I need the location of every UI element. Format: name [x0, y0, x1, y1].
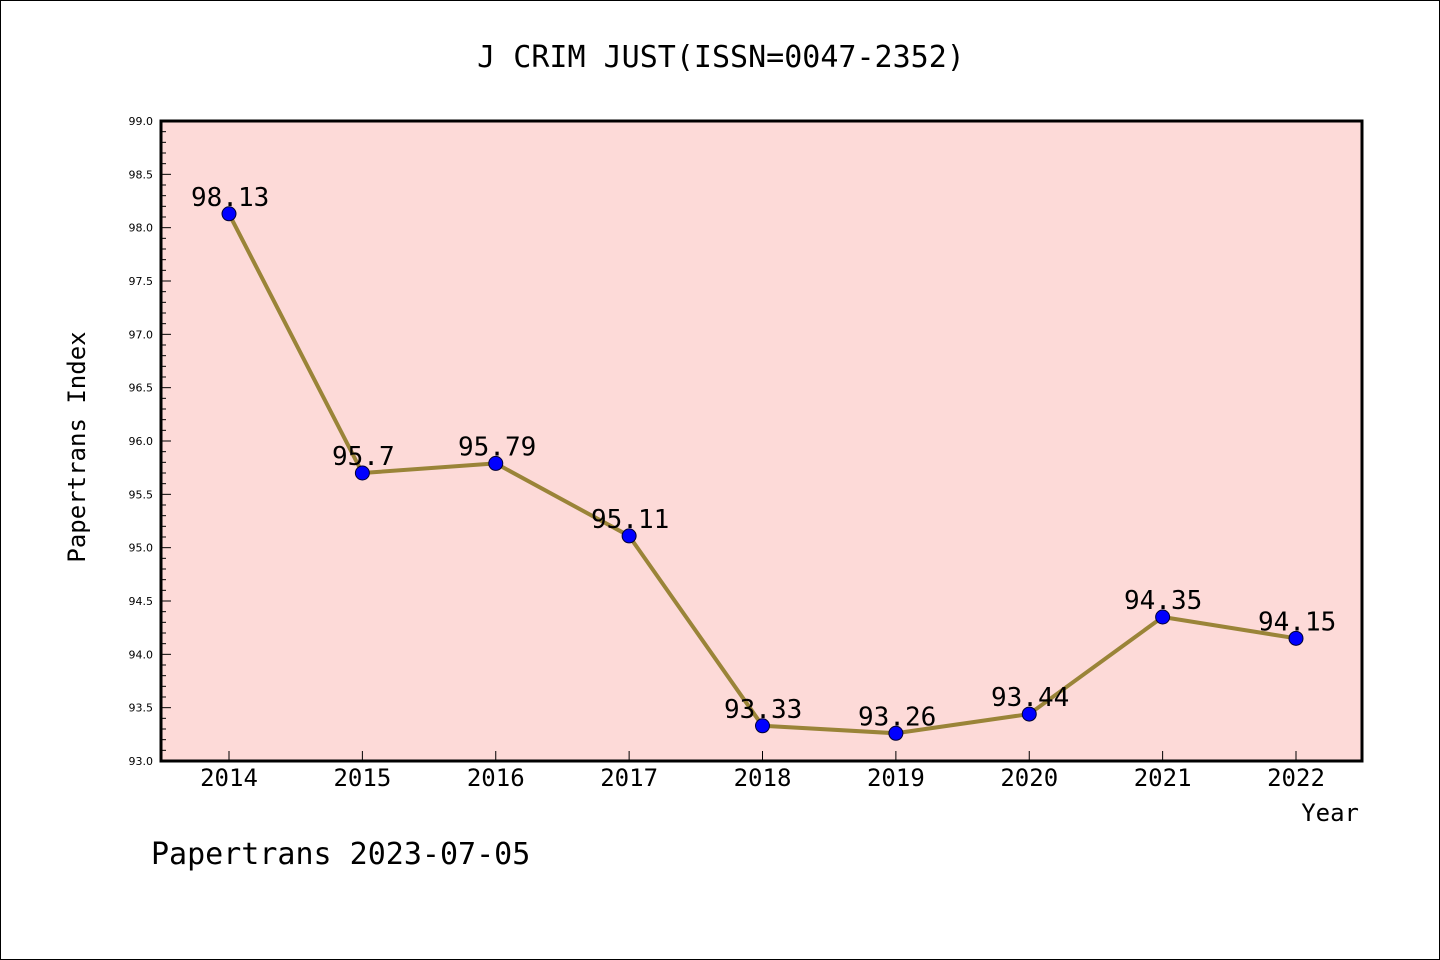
data-point: [888, 725, 904, 741]
data-point: [755, 718, 770, 734]
data-point: [488, 455, 504, 471]
plot-area: [161, 121, 1362, 761]
x-tick-label: 2016: [467, 764, 525, 792]
plot-border: [159, 119, 1364, 763]
x-axis: 2014 2015 2016 2017 2018 2019 2020 2021 2022: [200, 751, 1325, 792]
y-tick-label: 93.5: [129, 702, 154, 715]
x-tick-label: 2019: [867, 764, 925, 792]
data-point: [221, 206, 237, 222]
x-tick-label: 2022: [1267, 764, 1325, 792]
y-tick-label: 96.0: [129, 435, 154, 448]
data-labels: 98.13 95.7 95.79 95.11 93.33 93.26 93.44 94.35 9…: [191, 183, 1336, 732]
y-tick-label: 94.5: [129, 595, 154, 608]
chart-title: J CRIM JUST(ISSN=0047-2352): [477, 40, 965, 75]
y-tick-label: 96.5: [129, 382, 154, 395]
y-tick-label: 97.0: [129, 328, 154, 341]
data-label: 93.26: [858, 702, 936, 732]
data-label: 93.44: [991, 683, 1069, 713]
data-point: [621, 528, 637, 544]
y-tick-label: 94.0: [129, 648, 154, 661]
x-tick-label: 2015: [333, 764, 391, 792]
data-label: 94.35: [1124, 586, 1202, 616]
x-tick-label: 2017: [600, 764, 658, 792]
y-tick-label: 98.0: [129, 222, 154, 235]
y-tick-label: 98.5: [129, 168, 154, 181]
x-tick-label: 2020: [1000, 764, 1058, 792]
data-point: [1021, 706, 1037, 722]
footer-text: Papertrans 2023-07-05: [151, 837, 530, 872]
y-tick-label: 99.0: [129, 115, 154, 128]
x-tick-label: 2021: [1134, 764, 1192, 792]
y-tick-label: 93.0: [129, 755, 154, 768]
data-point: [1155, 609, 1171, 625]
data-point: [354, 465, 370, 481]
data-label: 94.15: [1258, 607, 1336, 637]
x-axis-label: Year: [1301, 799, 1359, 827]
x-tick-label: 2018: [734, 764, 792, 792]
data-point: [1288, 630, 1304, 646]
data-label: 95.79: [458, 432, 536, 462]
y-tick-label: 95.0: [129, 542, 154, 555]
x-tick-label: 2014: [200, 764, 258, 792]
y-tick-label: 95.5: [129, 488, 154, 501]
y-axis: 93.0 93.5 94.0 94.5 95.0 95.5 96.0 96.5 97.0 97.5…: [129, 115, 171, 768]
data-label: 95.11: [591, 505, 669, 535]
data-markers: [221, 206, 1304, 741]
data-label: 98.13: [191, 183, 269, 213]
y-tick-label: 97.5: [129, 275, 154, 288]
data-label: 93.33: [724, 695, 802, 725]
y-axis-label: Papertrans Index: [63, 331, 91, 562]
data-label: 95.7: [332, 442, 395, 472]
